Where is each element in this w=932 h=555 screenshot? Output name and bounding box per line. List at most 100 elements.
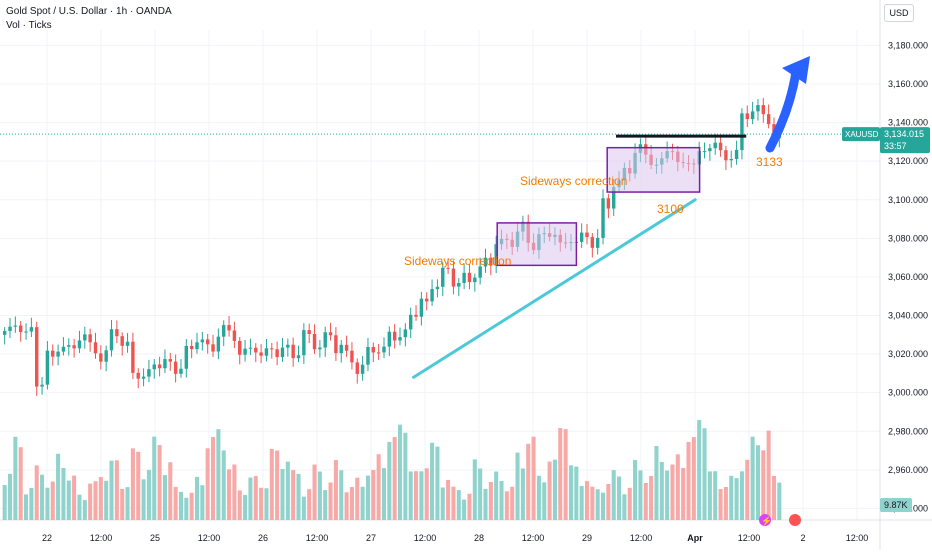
- candle-body: [13, 325, 18, 327]
- candle-body: [312, 333, 317, 350]
- volume-bar: [547, 461, 552, 520]
- candle-body: [344, 344, 349, 351]
- x-tick-label: Apr: [687, 533, 703, 543]
- volume-bar: [328, 482, 333, 520]
- volume-bar: [93, 481, 98, 520]
- candle-body: [275, 349, 279, 358]
- candle-body: [579, 232, 584, 242]
- volume-bar: [531, 436, 536, 520]
- candle-body: [131, 341, 135, 373]
- candle-body: [729, 158, 733, 161]
- candle-body: [355, 362, 359, 374]
- volume-bar: [462, 499, 467, 520]
- volume-bar: [130, 448, 135, 520]
- candle-body: [740, 113, 744, 150]
- currency-button[interactable]: USD: [884, 4, 914, 22]
- candle-body: [441, 267, 445, 287]
- volume-bar: [259, 487, 264, 520]
- volume-bar: [718, 489, 723, 520]
- volume-bar: [419, 471, 424, 520]
- volume-bar: [472, 459, 477, 520]
- candle-body: [88, 334, 92, 343]
- y-tick-label: 3,020.000: [888, 349, 928, 359]
- volume-bar: [387, 442, 392, 520]
- volume-bar: [88, 483, 93, 520]
- candle-body: [318, 347, 322, 350]
- candle-body: [766, 114, 771, 125]
- volume-bar: [446, 479, 451, 520]
- x-tick-label: 29: [582, 533, 592, 543]
- volume-bar: [13, 436, 18, 520]
- candle-body: [200, 339, 205, 343]
- candle-body: [259, 352, 263, 356]
- candle-body: [248, 347, 253, 349]
- volume-bar: [558, 428, 563, 520]
- volume-bar: [600, 492, 606, 520]
- candle-body: [435, 286, 440, 290]
- candle-body: [83, 334, 87, 341]
- candle-body: [756, 105, 760, 112]
- candle-body: [286, 344, 290, 348]
- volume-bar: [617, 476, 622, 520]
- candle-body: [141, 376, 146, 379]
- x-tick-label: 12:00: [198, 533, 221, 543]
- candle-body: [366, 347, 370, 365]
- event-icon: [759, 514, 771, 526]
- candle-body: [136, 372, 140, 379]
- price-tag-value: 3,134.015: [884, 129, 924, 139]
- volume-bar: [456, 490, 461, 520]
- candle-body: [350, 350, 354, 363]
- volume-bar: [72, 475, 77, 520]
- y-tick-label: 3,080.000: [888, 233, 928, 243]
- candle-body: [750, 111, 755, 120]
- candle-body: [713, 142, 717, 149]
- volume-bar: [504, 491, 509, 520]
- annotation-sideways-1: Sideways correction: [404, 254, 511, 268]
- volume-bar: [18, 447, 23, 520]
- volume-bar: [734, 478, 739, 520]
- volume-bar: [467, 493, 472, 520]
- candle-body: [254, 347, 258, 353]
- candle-body: [478, 266, 482, 278]
- volume-bar: [280, 468, 285, 520]
- volume-bar: [590, 486, 595, 520]
- candle-body: [430, 289, 434, 302]
- candle-body: [585, 232, 589, 238]
- volume-bar: [430, 442, 435, 520]
- y-tick-label: 3,060.000: [888, 272, 928, 282]
- volume-bar: [681, 467, 686, 520]
- candle-body: [382, 346, 386, 353]
- candle-body: [403, 329, 408, 338]
- volume-bar: [77, 494, 82, 520]
- volume-bar: [627, 487, 632, 520]
- candle-body: [72, 345, 76, 349]
- volume-bar: [707, 471, 712, 520]
- volume-bar: [285, 461, 290, 520]
- x-tick-label: 12:00: [306, 533, 329, 543]
- trend-line: [412, 198, 697, 379]
- x-tick-label: 2: [800, 533, 805, 543]
- candle-body: [216, 336, 221, 352]
- volume-bar: [50, 481, 55, 520]
- volume-bar: [397, 424, 403, 520]
- candle-body: [302, 330, 306, 356]
- volume-bar: [189, 492, 194, 520]
- volume-bar: [29, 487, 34, 520]
- x-tick-label: 25: [150, 533, 160, 543]
- candle-body: [67, 345, 71, 347]
- x-tick-label: 26: [258, 533, 268, 543]
- candle-body: [205, 339, 210, 345]
- volume-bar: [56, 453, 61, 520]
- volume-bar: [702, 428, 707, 520]
- volume-bar: [568, 465, 574, 520]
- volume-bar: [515, 452, 520, 520]
- volume-bar: [344, 492, 349, 520]
- volume-bar: [729, 475, 734, 520]
- volume-bar: [317, 471, 322, 520]
- candle-body: [323, 332, 327, 348]
- candle-body: [99, 353, 103, 362]
- bullish-arrow: [765, 67, 801, 153]
- volume-bar: [109, 460, 114, 520]
